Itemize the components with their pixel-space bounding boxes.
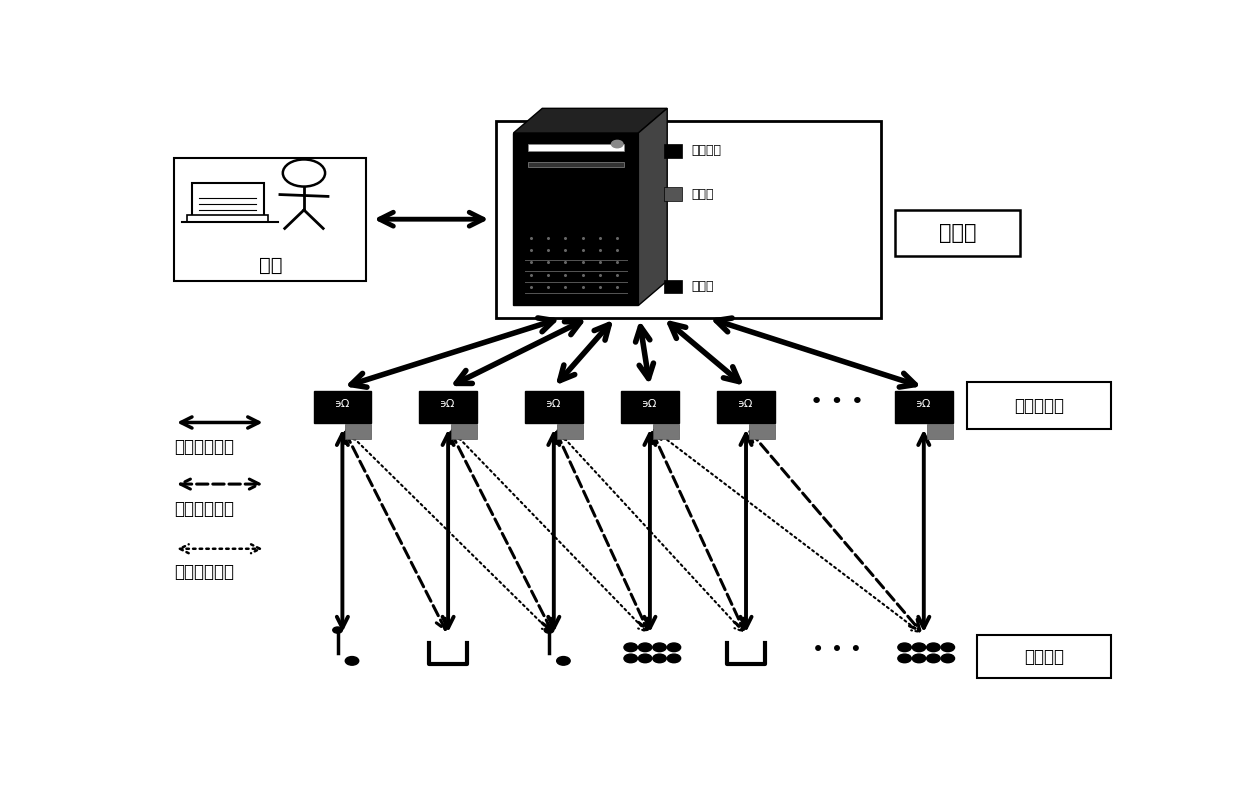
Text: 数据库: 数据库 bbox=[691, 281, 714, 294]
Bar bbox=[557, 424, 583, 439]
Bar bbox=[717, 391, 775, 422]
Bar bbox=[926, 424, 952, 439]
Circle shape bbox=[652, 643, 666, 652]
Polygon shape bbox=[639, 108, 667, 306]
Circle shape bbox=[898, 643, 911, 652]
Polygon shape bbox=[513, 108, 667, 133]
Text: • • •: • • • bbox=[812, 640, 862, 661]
Bar bbox=[513, 133, 639, 306]
Text: 备用节点关系: 备用节点关系 bbox=[174, 563, 234, 581]
Circle shape bbox=[639, 654, 652, 662]
Bar bbox=[528, 144, 624, 151]
Text: 用户: 用户 bbox=[259, 256, 281, 275]
Bar bbox=[652, 424, 678, 439]
Circle shape bbox=[332, 627, 342, 633]
Bar bbox=[528, 162, 624, 167]
Bar bbox=[525, 391, 583, 422]
Text: ϶Ω: ϶Ω bbox=[642, 399, 657, 410]
Bar bbox=[967, 382, 1111, 429]
Text: 次优节点关系: 次优节点关系 bbox=[174, 500, 234, 518]
Circle shape bbox=[652, 654, 666, 662]
Circle shape bbox=[898, 654, 911, 662]
Bar bbox=[977, 635, 1111, 678]
Text: 智能躾备: 智能躾备 bbox=[1024, 647, 1064, 666]
Bar bbox=[895, 391, 952, 422]
Bar bbox=[314, 391, 371, 422]
Text: ϶Ω: ϶Ω bbox=[335, 399, 350, 410]
Bar bbox=[345, 424, 371, 439]
Circle shape bbox=[624, 654, 637, 662]
Bar bbox=[749, 424, 775, 439]
Text: 服务器: 服务器 bbox=[939, 223, 976, 243]
Text: ϶Ω: ϶Ω bbox=[440, 399, 456, 410]
Bar bbox=[191, 183, 264, 218]
Circle shape bbox=[557, 657, 570, 665]
Circle shape bbox=[926, 654, 940, 662]
Bar bbox=[665, 187, 682, 201]
Circle shape bbox=[941, 654, 955, 662]
Bar bbox=[451, 424, 477, 439]
Text: • • •: • • • bbox=[810, 392, 864, 412]
Circle shape bbox=[913, 643, 926, 652]
Circle shape bbox=[941, 643, 955, 652]
Circle shape bbox=[611, 140, 622, 148]
Circle shape bbox=[345, 657, 358, 665]
Text: 物联网节点: 物联网节点 bbox=[1014, 397, 1064, 414]
Text: ϶Ω: ϶Ω bbox=[916, 399, 931, 410]
Circle shape bbox=[544, 627, 554, 633]
Bar bbox=[895, 210, 1021, 256]
Bar bbox=[665, 144, 682, 158]
Text: 应用程序: 应用程序 bbox=[691, 144, 722, 157]
Circle shape bbox=[667, 654, 681, 662]
Bar bbox=[665, 279, 682, 293]
Bar bbox=[174, 158, 367, 281]
Text: 规则库: 规则库 bbox=[691, 188, 714, 201]
Circle shape bbox=[926, 643, 940, 652]
Bar bbox=[496, 121, 880, 318]
Bar bbox=[187, 215, 268, 222]
Circle shape bbox=[639, 643, 652, 652]
Circle shape bbox=[624, 643, 637, 652]
Text: 最优节点关系: 最优节点关系 bbox=[174, 438, 234, 456]
Circle shape bbox=[913, 654, 926, 662]
Circle shape bbox=[667, 643, 681, 652]
Bar bbox=[419, 391, 477, 422]
Text: ϶Ω: ϶Ω bbox=[546, 399, 562, 410]
Text: ϶Ω: ϶Ω bbox=[738, 399, 754, 410]
Bar bbox=[621, 391, 678, 422]
